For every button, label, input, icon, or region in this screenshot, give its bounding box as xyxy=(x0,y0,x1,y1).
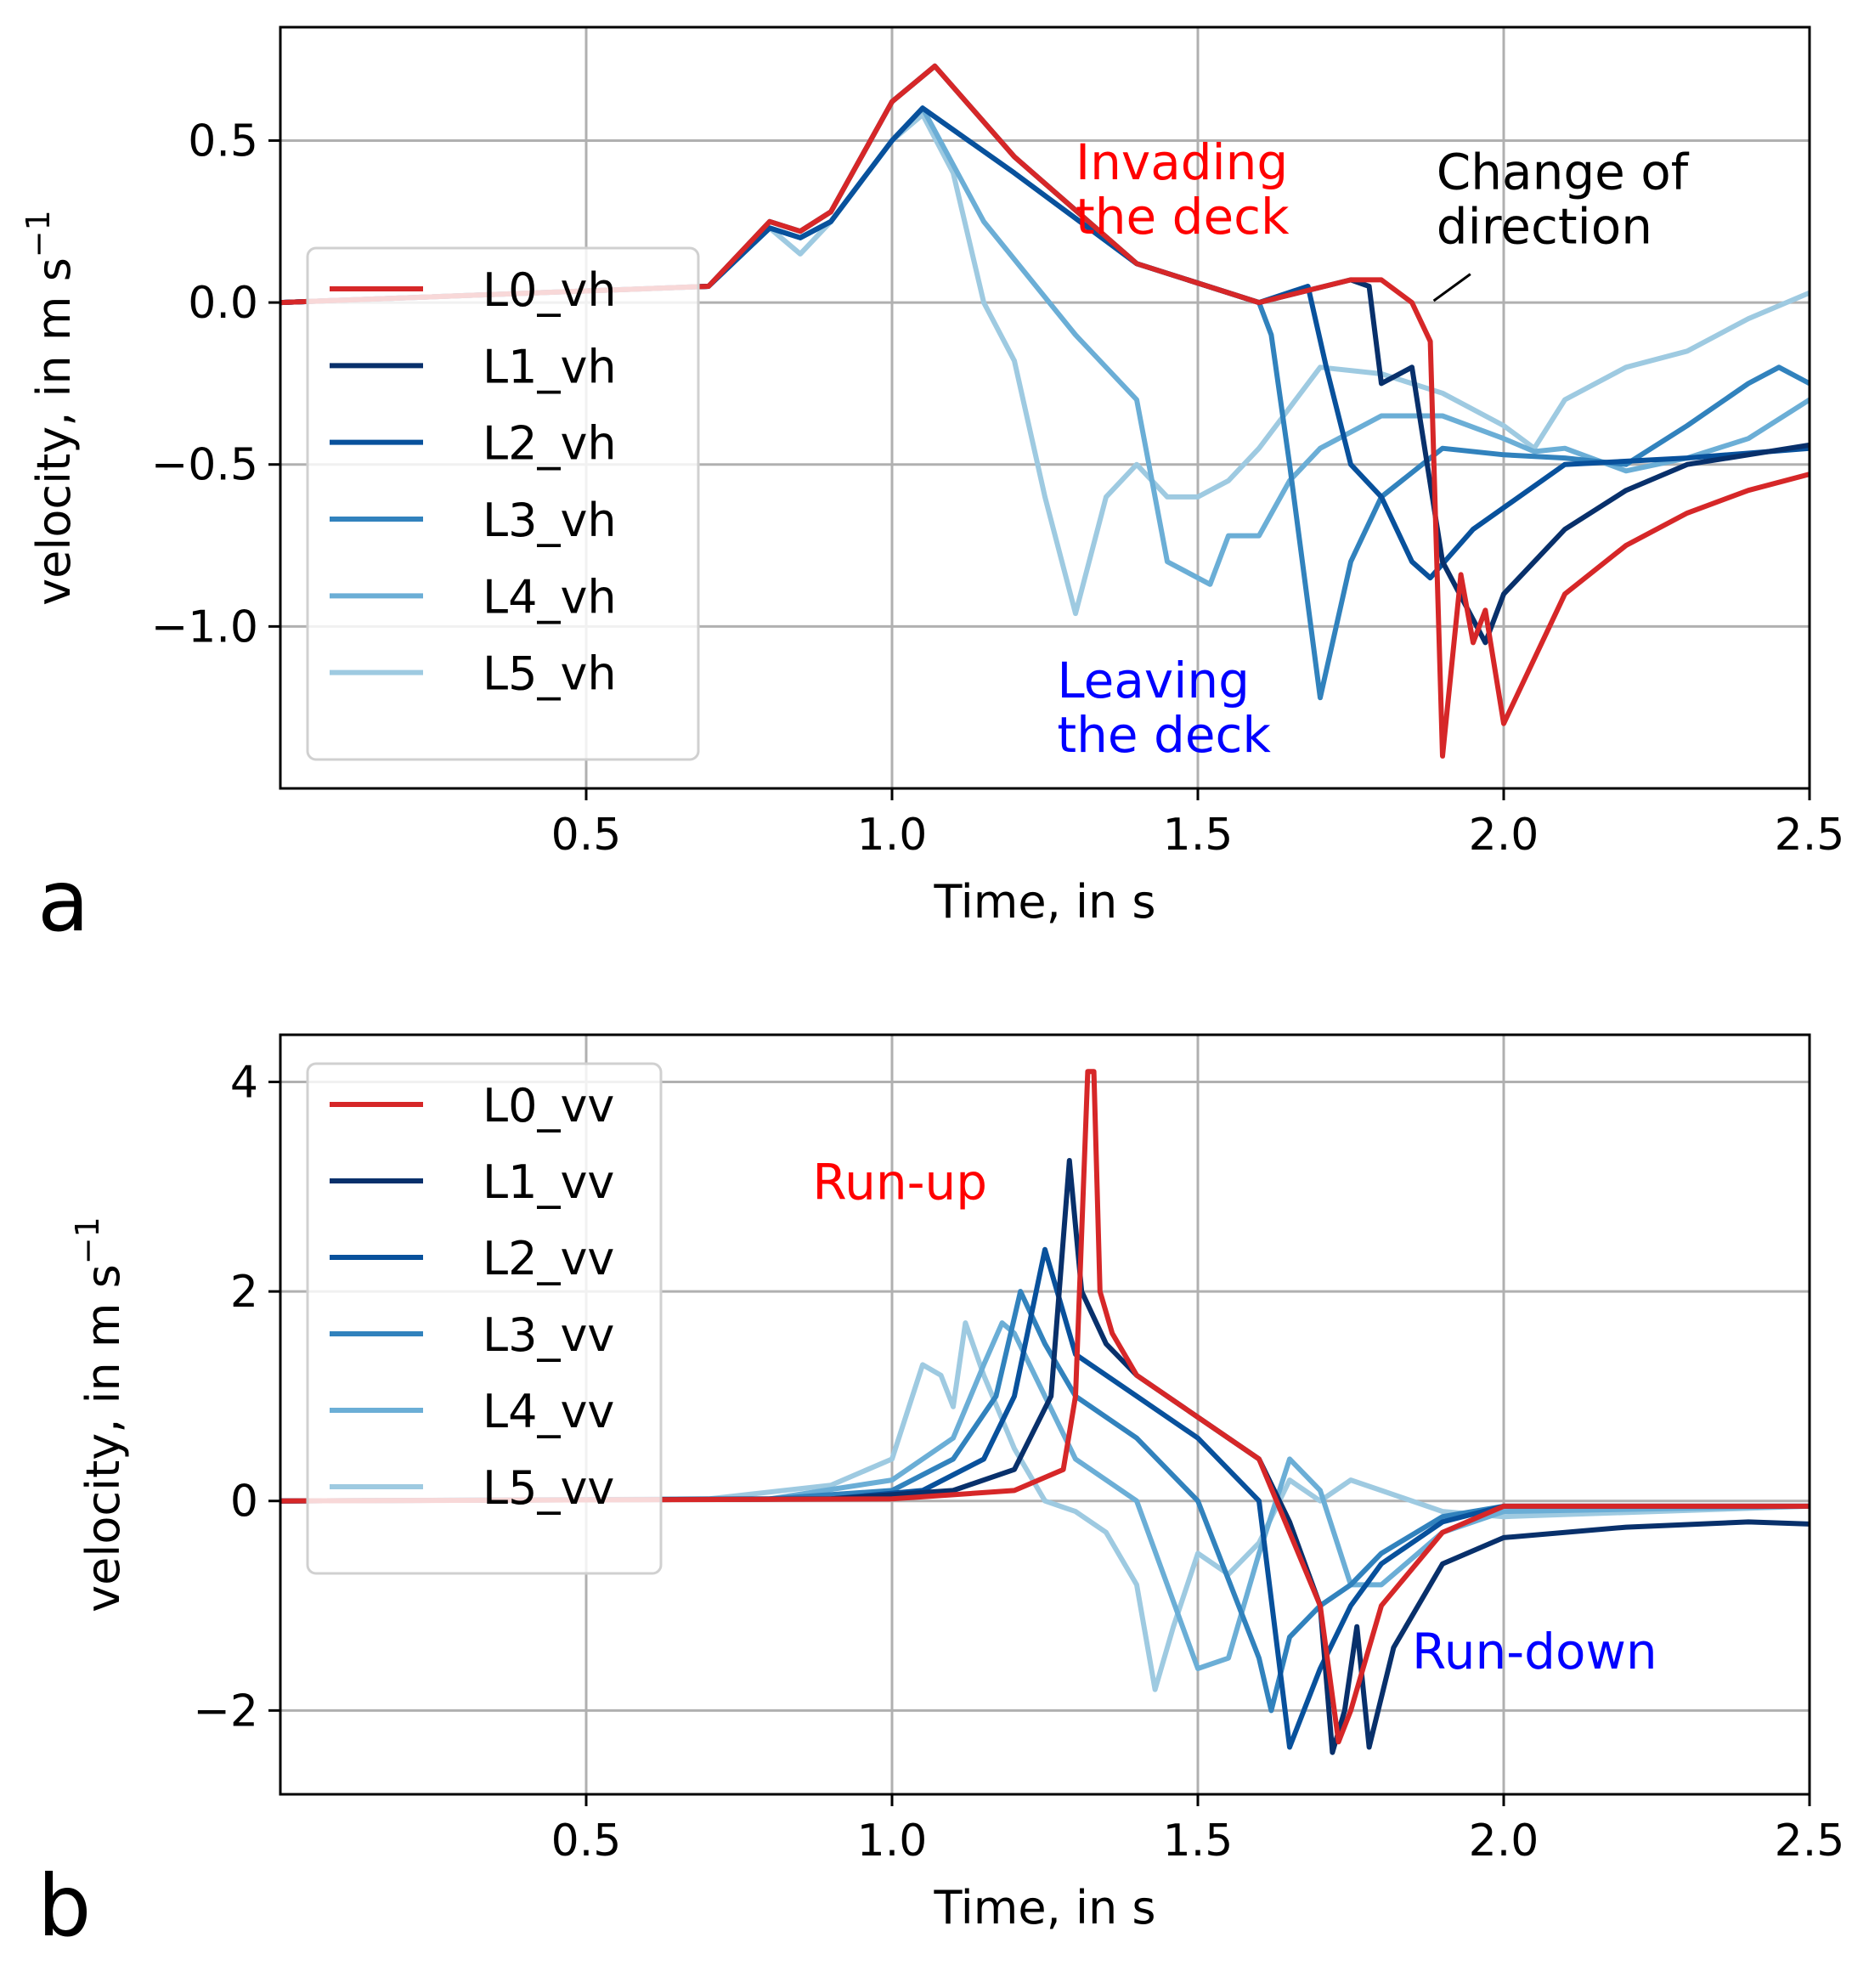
annotation: Run-down xyxy=(1412,1623,1657,1680)
panel-a: 0.5 1.0 1.5 2.0 2.5 0.5 0.0 −0.5 −1.0 Time, in s v… xyxy=(20,25,1845,951)
x-tick-label: 0.5 xyxy=(551,810,622,861)
y-tick-label: 4 xyxy=(230,1057,258,1108)
legend-label: L2_vv xyxy=(483,1232,614,1285)
legend-label: L1_vv xyxy=(483,1155,614,1209)
annotation: Change of direction xyxy=(1437,144,1690,256)
series-line-L1_vv xyxy=(280,1158,1810,1755)
annotation: Invading the deck xyxy=(1076,133,1290,246)
series-line-L5_vv xyxy=(280,1320,1810,1692)
legend-label: L3_vh xyxy=(483,494,617,547)
x-tick-label: 2.0 xyxy=(1469,1816,1539,1867)
legend-box xyxy=(306,246,700,761)
x-axis-label: Time, in s xyxy=(933,1881,1155,1934)
x-tick-label: 1.5 xyxy=(1163,810,1234,861)
x-tick-label: 2.5 xyxy=(1775,1816,1845,1867)
annotation-line: Run-up xyxy=(812,1154,987,1211)
legend-label: L0_vh xyxy=(483,263,617,317)
y-tick-label: 0.5 xyxy=(188,116,258,167)
x-tick-label: 1.0 xyxy=(857,810,928,861)
panel-label: b xyxy=(37,1856,91,1956)
annotation-line: Change of xyxy=(1437,144,1690,201)
y-tick-label: −2 xyxy=(193,1686,258,1737)
series-line-L3_vv xyxy=(280,1289,1810,1714)
y-tick-label: 2 xyxy=(230,1267,258,1318)
legend: L0_vh L1_vh L2_vh L3_vh L4_vh L5_vh xyxy=(306,246,700,761)
legend-label: L0_vv xyxy=(483,1079,614,1132)
y-axis-label-sup: −1 xyxy=(20,210,57,257)
y-axis-label: velocity, in m s−1 xyxy=(69,1217,130,1612)
annotation-line: Run-down xyxy=(1412,1623,1657,1680)
series-line-L0_vh xyxy=(280,63,1810,759)
x-tick-label: 1.5 xyxy=(1163,1816,1234,1867)
y-tick-label: 0.0 xyxy=(188,278,258,329)
panel-label: a xyxy=(37,851,89,951)
series-group xyxy=(280,1069,1810,1755)
annotation-line: Invading xyxy=(1076,133,1288,191)
legend-label: L5_vh xyxy=(483,647,617,701)
y-tick-label: −0.5 xyxy=(151,440,258,491)
y-axis-label-main: velocity, in m s xyxy=(76,1264,130,1612)
series-line-L2_vv xyxy=(280,1246,1810,1750)
annotation-line: the deck xyxy=(1057,706,1271,764)
legend-label: L3_vv xyxy=(483,1308,614,1362)
legend-label: L2_vh xyxy=(483,417,617,471)
annotation: Leaving the deck xyxy=(1057,652,1271,764)
annotation: Run-up xyxy=(812,1154,987,1211)
y-axis-label: velocity, in m s−1 xyxy=(20,210,81,606)
annotation-line: Leaving xyxy=(1057,652,1250,709)
legend-label: L5_vv xyxy=(483,1461,614,1515)
y-tick-label: 0 xyxy=(230,1477,258,1528)
legend-label: L4_vh xyxy=(483,570,617,624)
x-tick-label: 2.5 xyxy=(1775,810,1845,861)
annotation-line: direction xyxy=(1437,198,1652,256)
y-axis-label-main: velocity, in m s xyxy=(27,257,81,606)
series-line-L0_vv xyxy=(280,1069,1810,1745)
x-axis-label: Time, in s xyxy=(933,875,1155,929)
series-line-L4_vv xyxy=(280,1320,1810,1671)
legend-label: L4_vv xyxy=(483,1385,614,1438)
legend: L0_vv L1_vv L2_vv L3_vv L4_vv L5_vv xyxy=(306,1062,663,1575)
legend-label: L1_vh xyxy=(483,340,617,393)
legend-box xyxy=(306,1062,663,1575)
annotation-line: the deck xyxy=(1076,188,1290,246)
series-group xyxy=(280,63,1810,759)
annotation-arrow xyxy=(1432,273,1471,302)
x-tick-label: 2.0 xyxy=(1469,810,1539,861)
y-tick-label: −1.0 xyxy=(151,601,258,652)
panel-b: 0.5 1.0 1.5 2.0 2.5 4 2 0 −2 Time, in s velocity, … xyxy=(37,1033,1845,1956)
x-tick-label: 1.0 xyxy=(857,1816,928,1867)
y-axis-label-sup: −1 xyxy=(69,1217,106,1264)
axes-frame xyxy=(279,25,1811,790)
x-tick-label: 0.5 xyxy=(551,1816,622,1867)
axes-frame xyxy=(279,1033,1811,1796)
